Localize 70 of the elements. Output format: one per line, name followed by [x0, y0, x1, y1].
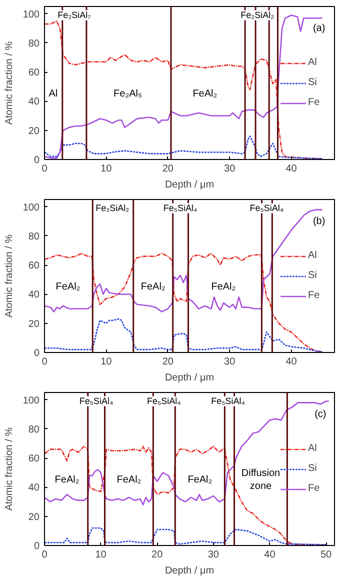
- x-tick-label: 50: [320, 550, 332, 560]
- annotation: (c): [314, 408, 326, 420]
- y-tick-label: 40: [28, 290, 40, 301]
- y-tick-label: 40: [28, 96, 40, 108]
- y-axis-title: Atomic fraction / %: [4, 427, 15, 511]
- annotation: Diffusion zone: [241, 468, 280, 492]
- annotation: FeAl₂: [56, 281, 80, 292]
- y-tick-label: 40: [28, 482, 40, 494]
- x-tick-label: 10: [100, 356, 112, 368]
- legend-label: Fe: [308, 290, 321, 301]
- x-tick-label: 20: [162, 164, 174, 174]
- legend-label: Al: [308, 250, 318, 261]
- y-tick-label: 0: [34, 348, 40, 359]
- x-axis-title: Depth / μm: [164, 180, 214, 190]
- x-axis-title: Depth / μm: [164, 566, 214, 576]
- x-tick-label: 20: [152, 550, 164, 560]
- annotation: Fe₅SiAl₄: [79, 396, 114, 406]
- x-tick-label: 20: [162, 356, 174, 368]
- annotation: FeAl₂: [192, 88, 218, 100]
- x-tick-label: 10: [100, 164, 112, 174]
- y-axis-title: Atomic fraction / %: [4, 41, 15, 125]
- annotation: (a): [312, 22, 326, 34]
- y-tick-label: 20: [28, 318, 40, 330]
- y-tick-label: 100: [22, 9, 40, 20]
- y-tick-label: 60: [28, 260, 40, 272]
- legend-label: Si: [308, 77, 318, 88]
- y-tick-label: 20: [28, 512, 40, 523]
- legend-label: Al: [308, 443, 318, 454]
- annotation: Fe₅SiAl₄: [146, 396, 182, 406]
- legend-label: Si: [308, 270, 318, 281]
- y-tick-label: 80: [28, 231, 40, 242]
- y-tick-label: 80: [28, 424, 40, 436]
- annotation: (b): [312, 216, 326, 227]
- y-tick-label: 60: [28, 68, 40, 79]
- x-tick-label: 0: [42, 164, 48, 174]
- y-tick-label: 100: [22, 395, 40, 406]
- annotation: Fe₂Al₅: [114, 88, 142, 100]
- annotation: Fe₅SiAl₄: [211, 396, 246, 406]
- y-tick-label: 20: [28, 126, 40, 137]
- annotation: Al: [48, 88, 58, 100]
- x-tick-label: 40: [286, 164, 298, 174]
- legend-label: Fe: [308, 97, 321, 108]
- annotation: FeAl₂: [116, 474, 142, 486]
- annotation: FeAl₂: [211, 281, 236, 292]
- x-tick-label: 30: [208, 550, 220, 560]
- legend-label: Fe: [308, 483, 321, 494]
- annotation: FeAl₂: [140, 281, 166, 292]
- legend-label: Al: [308, 57, 318, 68]
- legend-label: Si: [308, 463, 318, 474]
- x-tick-label: 40: [264, 550, 276, 560]
- annotation: FeAl₂: [188, 474, 212, 486]
- y-tick-label: 0: [34, 155, 40, 166]
- x-tick-label: 0: [42, 550, 48, 560]
- y-tick-label: 80: [28, 38, 40, 50]
- annotation: FeAl₂: [54, 474, 80, 486]
- x-tick-label: 10: [95, 550, 107, 560]
- x-tick-label: 0: [42, 356, 48, 368]
- y-tick-label: 0: [34, 541, 40, 552]
- annotation: Fe₂SiAl₇: [58, 10, 91, 20]
- annotation: Fe₂SiAl₂: [240, 10, 275, 20]
- y-axis-title: Atomic fraction / %: [4, 234, 15, 318]
- annotation: Fe₅SiAl₄: [163, 203, 198, 214]
- x-tick-label: 30: [224, 164, 236, 174]
- x-axis-title: Depth / μm: [164, 372, 214, 384]
- y-tick-label: 60: [28, 454, 40, 465]
- annotation: Fe₅SiAl₄: [250, 203, 284, 214]
- x-tick-label: 30: [224, 356, 236, 368]
- x-tick-label: 40: [286, 356, 298, 368]
- y-tick-label: 100: [22, 202, 40, 214]
- annotation: Fe₂SiAl₂: [96, 203, 130, 214]
